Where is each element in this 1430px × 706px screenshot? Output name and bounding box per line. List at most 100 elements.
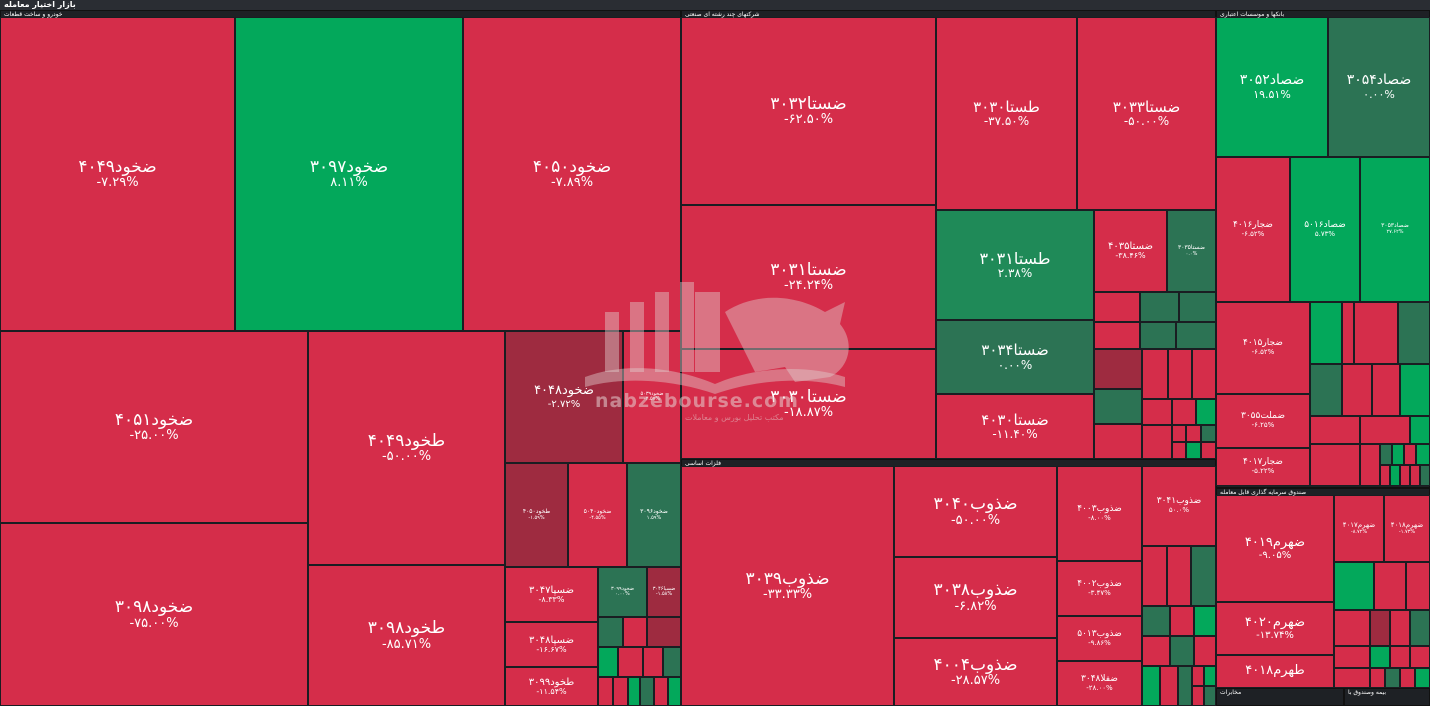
treemap-tile[interactable]: ضهرم۴۰۱۷ -۸.۷۲% <box>1334 495 1384 562</box>
treemap-tile-small[interactable] <box>628 677 640 706</box>
treemap-tile-small[interactable] <box>1094 292 1140 322</box>
treemap-tile-small[interactable] <box>1176 322 1216 349</box>
treemap-tile-small[interactable] <box>598 647 618 677</box>
treemap-tile-small[interactable] <box>1142 349 1168 399</box>
treemap-tile-small[interactable] <box>1420 465 1430 486</box>
treemap-tile[interactable]: ضستا۳۰۳۳ -۵۰.۰۰% <box>1077 17 1216 210</box>
treemap-tile-small[interactable] <box>1310 364 1342 416</box>
treemap-tile-small[interactable] <box>1398 302 1430 364</box>
treemap-tile[interactable]: ضخود۳۰۹۷ ۸.۱۱% <box>235 17 463 331</box>
treemap-tile[interactable]: ضملت۳۰۵۵ -۶.۲۵% <box>1216 394 1310 448</box>
treemap-tile-small[interactable] <box>647 617 681 647</box>
treemap-tile[interactable]: ضخود۴۰۴۸ -۲.۷۲% <box>505 331 623 463</box>
treemap-tile-small[interactable] <box>1201 425 1216 442</box>
treemap-tile-small[interactable] <box>1334 668 1370 688</box>
treemap-tile[interactable]: ضخود۴۰۵۱ -۲۵.۰۰% <box>0 331 308 523</box>
treemap-tile[interactable]: ضذوب۳۰۴۱ ۵۰.۰% <box>1142 466 1216 546</box>
treemap-tile[interactable]: ضهرم۴۰۱۹ -۹.۰۵% <box>1216 495 1334 602</box>
treemap-tile-small[interactable] <box>1142 425 1172 459</box>
treemap-tile[interactable]: ضذوب۴۰۰۳ -۸.۰۰% <box>1057 466 1142 561</box>
treemap-tile-small[interactable] <box>1372 364 1400 416</box>
treemap-tile[interactable]: ضخود۳۰۹۸ -۷۵.۰۰% <box>0 523 308 706</box>
treemap-tile[interactable]: طستا۳۰۳۰ -۳۷.۵۰% <box>936 17 1077 210</box>
treemap-tile-small[interactable] <box>1390 610 1410 646</box>
treemap-tile[interactable]: ضستا۳۰۳۲ -۶۲.۵۰% <box>681 17 936 205</box>
treemap-tile-small[interactable] <box>1390 465 1400 486</box>
treemap-tile-small[interactable] <box>1360 416 1410 444</box>
treemap-tile-small[interactable] <box>668 677 681 706</box>
treemap-tile-small[interactable] <box>1415 668 1430 688</box>
treemap-tile[interactable]: ضسپا۳۰۴۷ -۸.۳۳% <box>505 567 598 622</box>
treemap-tile-small[interactable] <box>1172 399 1196 425</box>
treemap-tile-small[interactable] <box>1380 465 1390 486</box>
treemap-tile-small[interactable] <box>1400 364 1430 416</box>
treemap-tile[interactable]: ضجار۴۰۱۵ -۶.۵۲% <box>1216 302 1310 394</box>
treemap-tile-small[interactable] <box>1142 636 1170 666</box>
treemap-tile[interactable]: ضفلا۳۰۴۸ -۲۸.۰۰% <box>1057 661 1142 706</box>
treemap-tile-small[interactable] <box>598 677 613 706</box>
treemap-tile-small[interactable] <box>1172 442 1186 459</box>
treemap-tile-small[interactable] <box>1410 416 1430 444</box>
treemap-tile[interactable]: ضخود۳۰۹۹ ۰.۰۰% <box>598 567 647 617</box>
treemap-tile-small[interactable] <box>1400 465 1410 486</box>
treemap-tile[interactable]: ضجار۴۰۱۷ -۵.۲۲% <box>1216 448 1310 486</box>
treemap-tile-small[interactable] <box>1186 442 1201 459</box>
treemap-tile[interactable]: ضذوب۴۰۰۴ -۲۸.۵۷% <box>894 638 1057 706</box>
treemap-tile[interactable]: طخود۴۰۴۹ -۵۰.۰۰% <box>308 331 505 565</box>
treemap-tile-small[interactable] <box>1204 686 1216 706</box>
treemap-tile-small[interactable] <box>1360 444 1380 486</box>
treemap-tile-small[interactable] <box>1310 302 1342 364</box>
treemap-tile[interactable]: ضذوب۴۰۰۲ -۳.۴۷% <box>1057 561 1142 616</box>
treemap-tile[interactable]: ضهرم۴۰۱۸ -۱.۷۳% <box>1384 495 1430 562</box>
treemap-tile-small[interactable] <box>1170 606 1194 636</box>
treemap-tile-small[interactable] <box>1342 364 1372 416</box>
treemap-tile-small[interactable] <box>1094 349 1142 389</box>
treemap-tile[interactable]: ضسپا۳۰۴۸ -۱۶.۶۷% <box>505 622 598 667</box>
treemap-tile[interactable]: ضصاد۳۰۵۳ ۲۷.۶۲% <box>1360 157 1430 302</box>
treemap-tile-small[interactable] <box>1416 444 1430 465</box>
treemap-tile[interactable]: ضخود۴۰۴۹ -۷.۲۹% <box>0 17 235 331</box>
treemap-tile[interactable]: طخود۳۰۹۹ -۱۱.۵۴% <box>505 667 598 706</box>
treemap-tile-small[interactable] <box>1179 292 1216 322</box>
treemap-tile-small[interactable] <box>1140 322 1176 349</box>
treemap-tile-small[interactable] <box>1385 668 1400 688</box>
treemap-tile-small[interactable] <box>643 647 663 677</box>
treemap-tile-small[interactable] <box>1334 646 1370 668</box>
treemap-tile[interactable]: ضذوب۵۰۱۳ -۹.۸۶% <box>1057 616 1142 661</box>
treemap-tile[interactable]: ضستا۳۰۳۰ -۱۸.۸۷% <box>681 349 936 459</box>
treemap-tile-small[interactable] <box>1404 444 1416 465</box>
treemap-tile-small[interactable] <box>1380 444 1392 465</box>
treemap-tile[interactable]: ضهرم۴۰۲۰ -۱۳.۷۴% <box>1216 602 1334 655</box>
treemap-tile-small[interactable] <box>1196 399 1216 425</box>
treemap-tile[interactable]: ضذوب۳۰۳۹ -۳۳.۳۳% <box>681 466 894 706</box>
treemap-tile-small[interactable] <box>1172 425 1186 442</box>
treemap-tile-small[interactable] <box>623 617 647 647</box>
treemap-tile-small[interactable] <box>654 677 668 706</box>
treemap-tile-small[interactable] <box>1390 646 1410 668</box>
treemap-tile-small[interactable] <box>1201 442 1216 459</box>
treemap-tile-small[interactable] <box>1400 668 1415 688</box>
treemap-tile-small[interactable] <box>1140 292 1179 322</box>
treemap-tile[interactable]: ضصاد۳۰۵۲ ۱۹.۵۱% <box>1216 17 1328 157</box>
treemap-tile[interactable]: ضصاد۳۰۵۴ ۰.۰۰% <box>1328 17 1430 157</box>
treemap-tile-small[interactable] <box>1354 302 1398 364</box>
treemap-tile-small[interactable] <box>1410 465 1420 486</box>
treemap-tile[interactable]: ضستا۳۰۳۵ ۰.۰% <box>1167 210 1216 292</box>
treemap-tile[interactable]: ضسپا۳۰۴۶ -۱.۵۸% <box>647 567 681 617</box>
treemap-tile-small[interactable] <box>1334 610 1370 646</box>
treemap-tile-small[interactable] <box>1168 349 1192 399</box>
treemap-tile[interactable]: ضصاد۵۰۱۶ ۵.۷۳% <box>1290 157 1360 302</box>
treemap-tile-small[interactable] <box>1370 668 1385 688</box>
treemap-tile-small[interactable] <box>1170 636 1194 666</box>
treemap-tile-small[interactable] <box>640 677 654 706</box>
treemap-tile-small[interactable] <box>598 617 623 647</box>
treemap-tile-small[interactable] <box>1142 399 1172 425</box>
treemap-tile-small[interactable] <box>1370 610 1390 646</box>
treemap-tile[interactable]: ضستا۴۰۳۰ -۱۱.۴۰% <box>936 394 1094 459</box>
treemap-tile-small[interactable] <box>1310 416 1360 444</box>
treemap-tile-small[interactable] <box>663 647 681 677</box>
treemap-tile[interactable]: ضستا۳۰۳۱ -۲۴.۲۴% <box>681 205 936 349</box>
treemap-tile[interactable]: ضذوب۳۰۳۸ -۶.۸۲% <box>894 557 1057 638</box>
treemap-tile-small[interactable] <box>1194 606 1216 636</box>
treemap-tile-small[interactable] <box>1094 322 1140 349</box>
